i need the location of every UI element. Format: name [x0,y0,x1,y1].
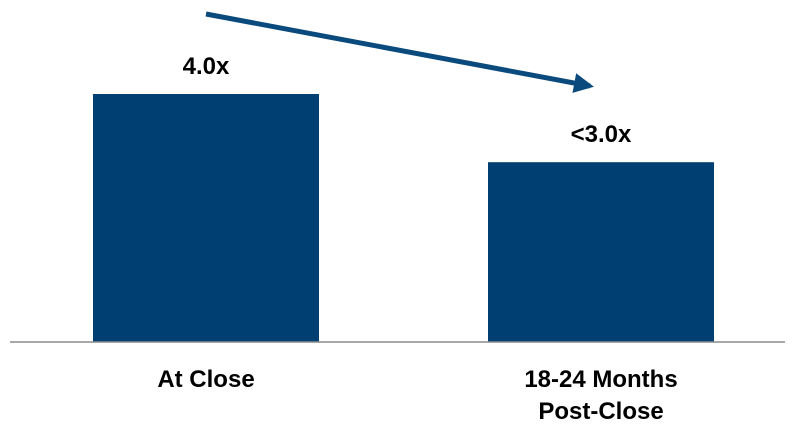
bar-1 [488,162,714,342]
category-label-1: 18-24 Months Post-Close [524,366,677,424]
data-label-1: <3.0x [571,121,632,148]
labels-layer: 4.0x <3.0x [183,53,632,148]
category-label-line: At Close [157,366,254,393]
category-label-0: At Close [157,366,254,393]
data-label-0: 4.0x [183,53,230,80]
category-label-line: Post-Close [538,398,663,424]
category-labels-layer: At Close 18-24 Months Post-Close [157,366,677,424]
bars-layer [93,94,714,342]
trend-arrow [205,11,594,93]
bar-0 [93,94,319,342]
category-label-line: 18-24 Months [524,366,677,393]
